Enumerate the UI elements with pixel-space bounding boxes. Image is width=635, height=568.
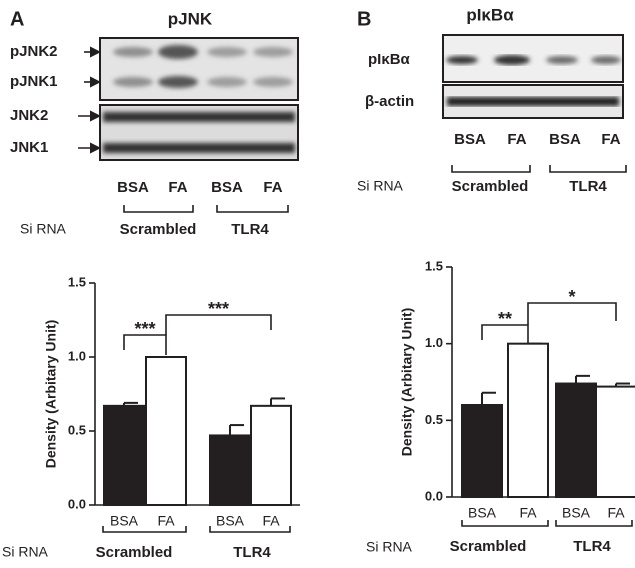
y-axis-label: Density (Arbitary Unit) — [399, 308, 415, 457]
group-bracket — [451, 165, 627, 173]
group-axis-label: Si RNA — [366, 539, 413, 555]
bar — [595, 385, 635, 499]
significance-bracket — [481, 324, 529, 343]
y-tick-label: 0.5 — [68, 422, 86, 437]
blot-label: pIκBα — [368, 51, 411, 68]
x-tick-label: FA — [519, 505, 537, 521]
panel-title: pIκBα — [466, 5, 514, 24]
y-tick-label: 1.5 — [425, 258, 443, 273]
group-label: Scrambled — [120, 221, 197, 238]
y-tick-label: 1.0 — [68, 348, 86, 363]
bar — [461, 404, 503, 498]
x-tick-label: BSA — [110, 513, 139, 529]
x-tick-label: FA — [607, 505, 625, 521]
y-axis-label: Density (Arbitary Unit) — [43, 320, 59, 469]
lane-label: FA — [507, 131, 526, 148]
panel-label: A — [10, 8, 24, 30]
group-bracket — [555, 520, 633, 527]
group-label: TLR4 — [573, 538, 611, 555]
bar — [145, 356, 187, 506]
group-bracket — [209, 526, 291, 533]
lane-label: BSA — [549, 131, 581, 148]
group-label: TLR4 — [569, 178, 607, 195]
x-tick-label: FA — [262, 513, 280, 529]
significance-label: *** — [208, 299, 229, 319]
sirna-label: Si RNA — [357, 178, 404, 194]
lane-label: BSA — [211, 179, 243, 196]
blot-labels: pJNK2 pJNK1 JNK2 JNK1 — [10, 43, 102, 156]
x-tick-label: BSA — [216, 513, 245, 529]
group-label: TLR4 — [233, 544, 271, 561]
significance-bracket — [123, 334, 167, 355]
lane-label: FA — [263, 179, 282, 196]
y-tick-label: 0.0 — [425, 488, 443, 503]
x-tick-label: BSA — [562, 505, 591, 521]
y-tick-label: 1.0 — [425, 335, 443, 350]
group-label: Scrambled — [452, 178, 529, 195]
group-bracket — [461, 520, 549, 527]
blot — [442, 34, 624, 119]
group-label: Scrambled — [96, 544, 173, 561]
bar — [209, 434, 251, 506]
bar — [103, 404, 145, 506]
y-tick-label: 0.5 — [425, 412, 443, 427]
x-tick-label: FA — [157, 513, 175, 529]
lane-label: FA — [601, 131, 620, 148]
y-tick-label: 0.0 — [68, 496, 86, 511]
group-label: TLR4 — [231, 221, 269, 238]
group-bracket — [123, 205, 289, 213]
lane-label: BSA — [117, 179, 149, 196]
significance-bracket — [527, 302, 617, 325]
group-axis-label: Si RNA — [2, 544, 49, 560]
lane-label: BSA — [454, 131, 486, 148]
panel-label: B — [357, 8, 371, 30]
blot-label: JNK1 — [10, 139, 48, 156]
significance-label: ** — [498, 309, 512, 329]
significance-label: * — [568, 287, 575, 307]
lane-label: FA — [168, 179, 187, 196]
significance-bracket — [165, 314, 272, 335]
blot-label: pJNK2 — [10, 43, 58, 60]
y-tick-label: 1.5 — [68, 274, 86, 289]
x-tick-label: BSA — [468, 505, 497, 521]
significance-label: *** — [134, 319, 155, 339]
group-label: Scrambled — [450, 538, 527, 555]
blot-label: JNK2 — [10, 107, 48, 124]
blot-label: pJNK1 — [10, 73, 58, 90]
group-bracket — [102, 526, 187, 533]
blot-label: β-actin — [365, 93, 414, 110]
blot — [99, 37, 299, 161]
sirna-label: Si RNA — [20, 221, 67, 237]
bar — [555, 382, 597, 498]
panel-title: pJNK — [168, 9, 213, 28]
bar — [250, 404, 292, 506]
bar — [507, 342, 549, 498]
